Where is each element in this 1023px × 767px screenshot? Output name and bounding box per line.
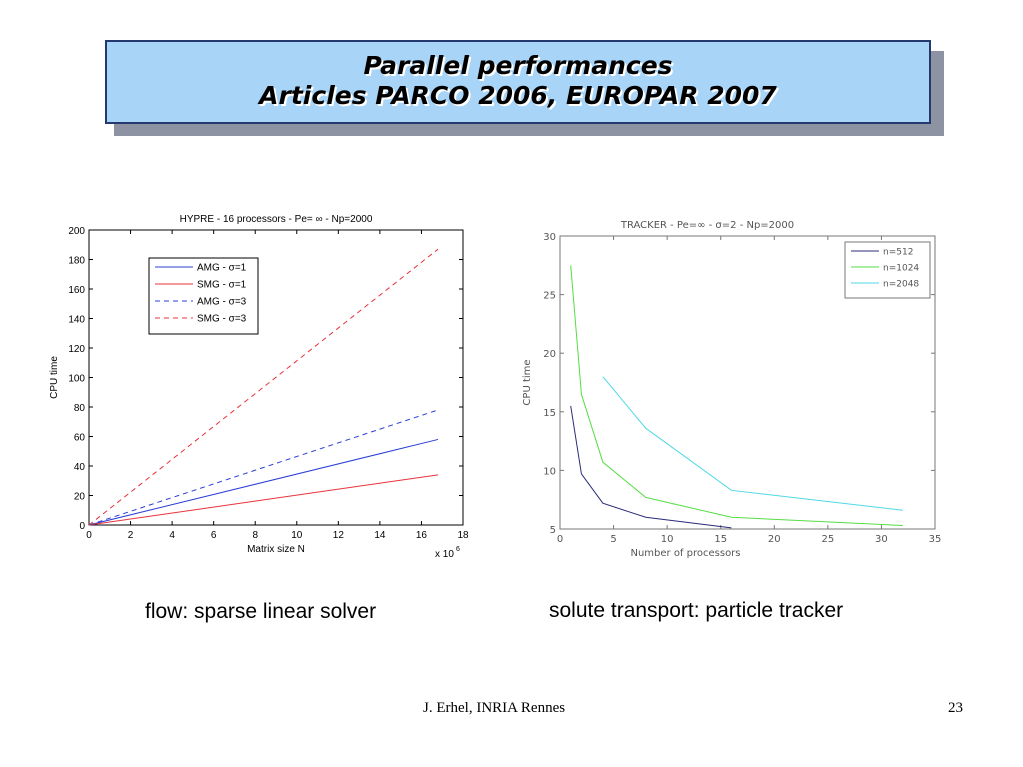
x-axis-multiplier: x 10: [435, 549, 454, 560]
x-tick-label: 5: [610, 534, 616, 545]
y-tick-label: 100: [68, 374, 85, 385]
caption-right: solute transport: particle tracker: [549, 599, 844, 622]
x-tick-label: 2: [128, 530, 134, 541]
y-tick-label: 80: [74, 403, 86, 414]
x-tick-label: 0: [86, 530, 92, 541]
series-line-0: [570, 405, 732, 529]
series-line-2: [602, 376, 903, 511]
chart-title: TRACKER - Pe=∞ - σ=2 - Np=2000: [620, 220, 794, 231]
legend-label-2: n=2048: [883, 280, 919, 290]
legend-label-1: n=1024: [883, 264, 919, 274]
chart-title: HYPRE - 16 processors - Pe= ∞ - Np=2000: [180, 214, 373, 225]
legend-label-1: SMG - σ=1: [197, 280, 247, 291]
legend-label-2: AMG - σ=3: [197, 297, 247, 308]
x-tick-label: 20: [768, 534, 781, 545]
x-tick-label: 8: [252, 530, 258, 541]
x-tick-label: 30: [875, 534, 888, 545]
x-tick-label: 18: [457, 530, 469, 541]
y-tick-label: 20: [543, 349, 556, 360]
y-tick-label: 15: [543, 408, 556, 419]
series-line-1: [88, 474, 439, 526]
y-tick-label: 140: [68, 315, 85, 326]
legend-label-3: SMG - σ=3: [197, 314, 247, 325]
x-tick-label: 12: [333, 530, 345, 541]
y-tick-label: 20: [74, 492, 86, 503]
x-tick-label: 25: [821, 534, 834, 545]
caption-left: flow: sparse linear solver: [145, 600, 377, 623]
title-box: Parallel performances Articles PARCO 200…: [105, 40, 931, 124]
series-line-1: [570, 265, 903, 526]
x-axis-label: Matrix size N: [247, 544, 305, 555]
y-tick-label: 10: [543, 466, 556, 477]
y-tick-label: 5: [550, 525, 556, 536]
y-tick-label: 25: [543, 291, 556, 302]
y-tick-label: 120: [68, 344, 85, 355]
slide-title-line-2: Articles PARCO 2006, EUROPAR 2007: [259, 81, 777, 110]
x-tick-label: 4: [169, 530, 175, 541]
x-tick-label: 6: [211, 530, 217, 541]
x-tick-label: 10: [661, 534, 674, 545]
x-axis-multiplier-exponent: 6: [456, 546, 460, 553]
x-tick-label: 0: [557, 534, 563, 545]
x-tick-label: 16: [416, 530, 428, 541]
y-axis-label: CPU time: [522, 359, 533, 405]
page-number: 23: [948, 700, 963, 716]
y-tick-label: 200: [68, 226, 85, 237]
legend-label-0: n=512: [883, 248, 913, 258]
y-tick-label: 40: [74, 462, 86, 473]
x-tick-label: 14: [374, 530, 386, 541]
series-line-0: [88, 438, 439, 526]
x-tick-label: 10: [291, 530, 303, 541]
x-tick-label: 35: [929, 534, 942, 545]
y-tick-label: 180: [68, 256, 85, 267]
legend-label-0: AMG - σ=1: [197, 263, 247, 274]
series-line-3: [88, 248, 439, 526]
legend-box: [148, 257, 259, 335]
x-tick-label: 15: [714, 534, 727, 545]
series-line-2: [88, 409, 439, 526]
y-tick-label: 30: [543, 232, 556, 243]
y-tick-label: 160: [68, 285, 85, 296]
slide-title-line-1: Parallel performances: [363, 51, 673, 80]
footer-author: J. Erhel, INRIA Rennes: [423, 700, 566, 716]
y-axis-label: CPU time: [49, 356, 60, 399]
x-axis-label: Number of processors: [630, 548, 740, 559]
y-tick-label: 0: [79, 521, 85, 532]
y-tick-label: 60: [74, 433, 86, 444]
